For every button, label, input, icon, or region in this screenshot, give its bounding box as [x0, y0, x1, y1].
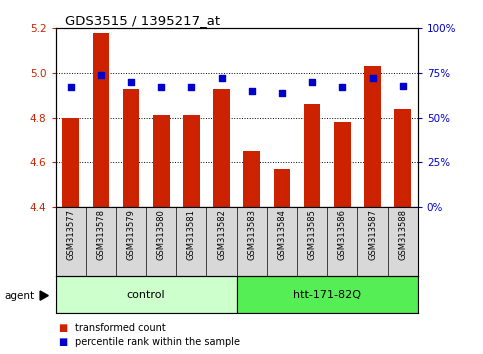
- Text: GSM313578: GSM313578: [96, 209, 105, 260]
- Bar: [62, 118, 79, 207]
- Point: [218, 75, 226, 81]
- Bar: [274, 169, 290, 207]
- Text: GSM313588: GSM313588: [398, 209, 407, 260]
- Text: GSM313583: GSM313583: [247, 209, 256, 260]
- Point: [339, 85, 346, 90]
- Text: transformed count: transformed count: [75, 323, 166, 333]
- Bar: [93, 33, 109, 207]
- Text: control: control: [127, 290, 165, 300]
- Point: [187, 85, 195, 90]
- Bar: [364, 66, 381, 207]
- Text: GSM313585: GSM313585: [308, 209, 317, 260]
- Text: GDS3515 / 1395217_at: GDS3515 / 1395217_at: [65, 14, 220, 27]
- Point: [308, 79, 316, 85]
- Point: [369, 75, 376, 81]
- Point: [399, 83, 407, 88]
- Bar: [153, 115, 170, 207]
- Point: [278, 90, 286, 96]
- Point: [97, 72, 105, 78]
- Polygon shape: [40, 291, 48, 300]
- Text: ■: ■: [58, 323, 67, 333]
- Bar: [123, 88, 139, 207]
- Text: GSM313577: GSM313577: [66, 209, 75, 260]
- Text: htt-171-82Q: htt-171-82Q: [293, 290, 361, 300]
- Point: [127, 79, 135, 85]
- Bar: [237, 276, 418, 313]
- Text: GSM313584: GSM313584: [277, 209, 286, 260]
- Bar: [334, 122, 351, 207]
- Bar: [304, 104, 320, 207]
- Point: [67, 85, 74, 90]
- Bar: [183, 115, 199, 207]
- Text: agent: agent: [5, 291, 35, 301]
- Text: GSM313581: GSM313581: [187, 209, 196, 260]
- Bar: [395, 109, 411, 207]
- Text: GSM313582: GSM313582: [217, 209, 226, 260]
- Point: [157, 85, 165, 90]
- Bar: [56, 276, 237, 313]
- Bar: [243, 151, 260, 207]
- Bar: [213, 88, 230, 207]
- Text: GSM313580: GSM313580: [156, 209, 166, 260]
- Text: GSM313587: GSM313587: [368, 209, 377, 260]
- Point: [248, 88, 256, 94]
- Text: percentile rank within the sample: percentile rank within the sample: [75, 337, 240, 347]
- Text: ■: ■: [58, 337, 67, 347]
- Text: GSM313579: GSM313579: [127, 209, 136, 260]
- Text: GSM313586: GSM313586: [338, 209, 347, 260]
